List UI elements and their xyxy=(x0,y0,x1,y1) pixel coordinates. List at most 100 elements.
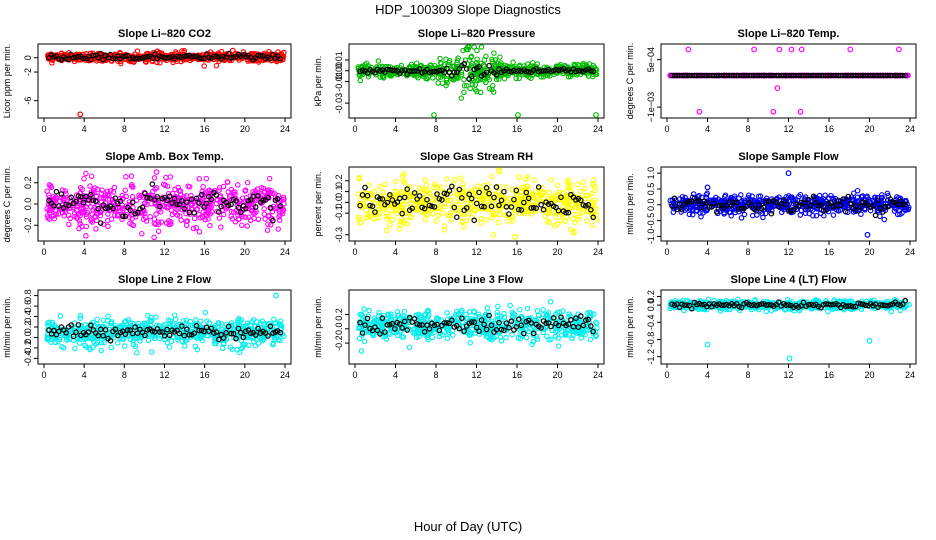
hourly-point xyxy=(444,65,450,72)
data-point xyxy=(94,316,100,323)
outlier-point xyxy=(229,47,236,54)
data-point xyxy=(538,74,544,80)
hourly-point xyxy=(181,53,188,60)
data-point xyxy=(483,79,489,86)
data-point xyxy=(153,211,159,217)
x-tick-label: 4 xyxy=(82,124,87,134)
data-point xyxy=(548,177,555,183)
y-tick-label: 0.01 xyxy=(334,51,344,69)
data-point xyxy=(134,350,140,356)
data-point xyxy=(193,224,199,231)
outlier-point xyxy=(847,46,854,53)
x-tick-label: 24 xyxy=(905,124,915,134)
panel-title: Slope Li–820 Temp. xyxy=(738,28,840,40)
outlier-point xyxy=(696,108,703,115)
data-point xyxy=(380,75,387,81)
data-point xyxy=(458,175,464,182)
x-tick-label: 16 xyxy=(824,124,834,134)
data-point xyxy=(490,83,496,89)
data-point xyxy=(452,176,458,183)
hourly-point xyxy=(188,54,195,60)
outlier-point xyxy=(776,46,783,53)
hourly-point xyxy=(88,56,94,63)
y-tick-label: 0.1 xyxy=(334,185,344,198)
data-point xyxy=(422,177,428,183)
data-point xyxy=(266,175,273,182)
outlier-point xyxy=(797,108,804,115)
data-point xyxy=(147,213,153,220)
data-point xyxy=(255,216,262,223)
data-point xyxy=(216,215,223,221)
series-points xyxy=(355,44,600,118)
data-point xyxy=(128,173,135,179)
hourly-point xyxy=(267,55,274,62)
outlier-point xyxy=(431,112,437,118)
data-point xyxy=(105,313,111,320)
y-tick-label: 0 xyxy=(23,55,33,60)
y-tick-label: 0.5 xyxy=(646,183,656,196)
data-point xyxy=(471,44,477,50)
data-point xyxy=(439,184,445,191)
data-point xyxy=(438,74,444,80)
x-tick-label: 16 xyxy=(824,247,834,257)
outlier-point xyxy=(685,46,692,53)
y-axis-label: kPa per min. xyxy=(313,56,323,107)
data-point xyxy=(461,76,467,83)
data-point xyxy=(489,56,495,63)
hourly-point xyxy=(230,54,237,61)
data-point xyxy=(389,217,396,223)
data-point xyxy=(388,73,394,79)
x-tick-label: 16 xyxy=(512,124,522,134)
x-tick-label: 16 xyxy=(512,247,522,257)
y-axis-label: degrees C per min. xyxy=(625,43,635,120)
data-point xyxy=(501,75,508,82)
data-point xyxy=(134,48,141,54)
data-point xyxy=(458,72,465,78)
y-tick-label: 0.0 xyxy=(646,199,656,212)
data-point xyxy=(484,216,490,223)
hourly-point xyxy=(493,72,500,78)
panel-3: Slope Li–820 Temp.degrees C per min.0 4 8 1… xyxy=(625,28,917,134)
data-point xyxy=(571,211,577,218)
x-tick-label: 20 xyxy=(552,247,562,257)
data-point xyxy=(516,174,522,180)
x-tick-label: 20 xyxy=(240,247,250,257)
data-point xyxy=(145,337,152,344)
y-tick-label: -0.1 xyxy=(334,205,344,221)
x-tick-label: 0 xyxy=(352,124,357,134)
y-axis-label: ml/min per min. xyxy=(625,173,635,235)
data-point xyxy=(121,343,128,349)
x-tick-label: 16 xyxy=(200,124,210,134)
data-point xyxy=(503,184,510,190)
data-point xyxy=(401,308,408,315)
x-tick-label: 16 xyxy=(200,247,210,257)
data-point xyxy=(584,218,590,224)
hourly-points xyxy=(357,60,597,82)
hourly-point xyxy=(164,54,170,61)
hourly-point xyxy=(538,68,544,74)
hourly-point xyxy=(768,210,775,217)
data-point xyxy=(129,194,136,200)
data-point xyxy=(461,82,468,89)
data-point xyxy=(178,217,184,223)
panel-title: Slope Line 3 Flow xyxy=(430,274,523,286)
data-point xyxy=(589,190,596,197)
data-point xyxy=(497,54,503,60)
hourly-point xyxy=(166,54,173,61)
x-tick-label: 20 xyxy=(552,370,562,380)
data-point xyxy=(460,223,467,230)
data-point xyxy=(384,227,390,234)
data-point xyxy=(444,176,450,182)
x-tick-label: 0 xyxy=(664,247,669,257)
x-tick-label: 12 xyxy=(783,124,793,134)
hourly-point xyxy=(872,212,879,219)
hourly-point xyxy=(120,53,126,60)
hourly-point xyxy=(416,66,423,72)
data-point xyxy=(151,175,158,181)
x-tick-label: 24 xyxy=(593,247,603,257)
data-point xyxy=(444,80,450,86)
data-point xyxy=(196,176,203,182)
x-tick-label: 20 xyxy=(864,124,874,134)
